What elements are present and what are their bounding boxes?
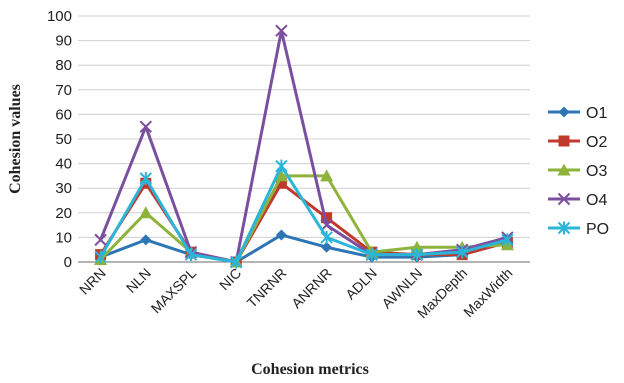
- y-tick-label: 50: [55, 131, 72, 148]
- x-tick-label: TNRNR: [244, 265, 290, 311]
- y-tick-label: 0: [64, 254, 72, 271]
- legend: O1 O2 O3 O4 PO: [548, 105, 609, 238]
- legend-marker: [557, 192, 571, 206]
- legend-label: O2: [586, 134, 607, 151]
- y-tick-label: 20: [55, 205, 72, 222]
- y-tick-labels: 0 10 20 30 40 50 60 70 80 90 100: [47, 8, 72, 271]
- y-tick-label: 30: [55, 180, 72, 197]
- data-point-po: [410, 248, 424, 262]
- x-tick-label: NLN: [123, 265, 154, 296]
- data-point-po: [275, 159, 288, 173]
- data-point-po: [365, 248, 379, 262]
- data-point-po: [320, 230, 333, 244]
- y-tick-label: 90: [55, 33, 72, 50]
- data-point-o4: [94, 233, 107, 247]
- series-po: [94, 159, 514, 269]
- x-axis-title: Cohesion metrics: [251, 361, 369, 378]
- data-point-o4: [275, 24, 288, 37]
- legend-marker: [557, 163, 571, 176]
- y-gridlines: [78, 15, 530, 263]
- data-point-o2: [321, 212, 333, 224]
- data-point-po: [501, 233, 514, 247]
- data-point-po: [229, 255, 243, 269]
- data-point-po: [94, 250, 107, 264]
- y-tick-label: 70: [55, 82, 72, 99]
- data-point-o3: [410, 240, 424, 253]
- data-point-o1: [140, 234, 152, 246]
- x-tick-label: MAXSPL: [148, 265, 200, 317]
- legend-marker: [558, 135, 570, 147]
- series-line-po: [99, 164, 508, 264]
- x-tick-label: NIC: [216, 265, 244, 293]
- data-point-o4: [139, 120, 153, 133]
- legend-marker: [558, 106, 570, 118]
- x-tick-label: ADLN: [342, 265, 380, 303]
- legend-label: O4: [586, 192, 607, 209]
- x-tick-label: NRN: [76, 265, 109, 298]
- legend-item-o4: O4: [548, 192, 607, 209]
- data-point-o1: [321, 241, 333, 253]
- legend-marker: [557, 221, 571, 235]
- y-tick-label: 80: [55, 57, 72, 74]
- y-tick-label: 10: [55, 229, 72, 246]
- x-tick-label: MaxWidth: [460, 265, 515, 320]
- y-tick-label: 40: [55, 156, 72, 173]
- legend-item-po: PO: [548, 221, 609, 238]
- y-tick-label: 100: [47, 8, 72, 25]
- series-line-o3: [99, 174, 508, 264]
- legend-label: PO: [586, 221, 609, 238]
- legend-item-o2: O2: [548, 134, 607, 151]
- legend-label: O3: [586, 163, 607, 180]
- data-point-o3: [320, 169, 334, 182]
- data-point-po: [455, 245, 469, 259]
- series-layer: [94, 24, 514, 269]
- data-point-o3: [274, 169, 288, 182]
- x-tick-label: MaxDepth: [414, 265, 470, 321]
- legend-item-o1: O1: [548, 105, 607, 122]
- series-o4: [94, 24, 514, 269]
- legend-item-o3: O3: [548, 163, 607, 180]
- data-point-o2: [275, 177, 287, 189]
- x-tick-label: ANRNR: [288, 265, 335, 312]
- data-point-po: [139, 171, 153, 185]
- data-point-o4: [320, 218, 333, 232]
- data-point-o3: [139, 206, 153, 219]
- y-axis-title: Cohesion values: [7, 84, 24, 194]
- y-tick-label: 60: [55, 106, 72, 123]
- data-point-po: [184, 248, 198, 262]
- legend-label: O1: [586, 105, 607, 122]
- data-point-o1: [275, 229, 287, 241]
